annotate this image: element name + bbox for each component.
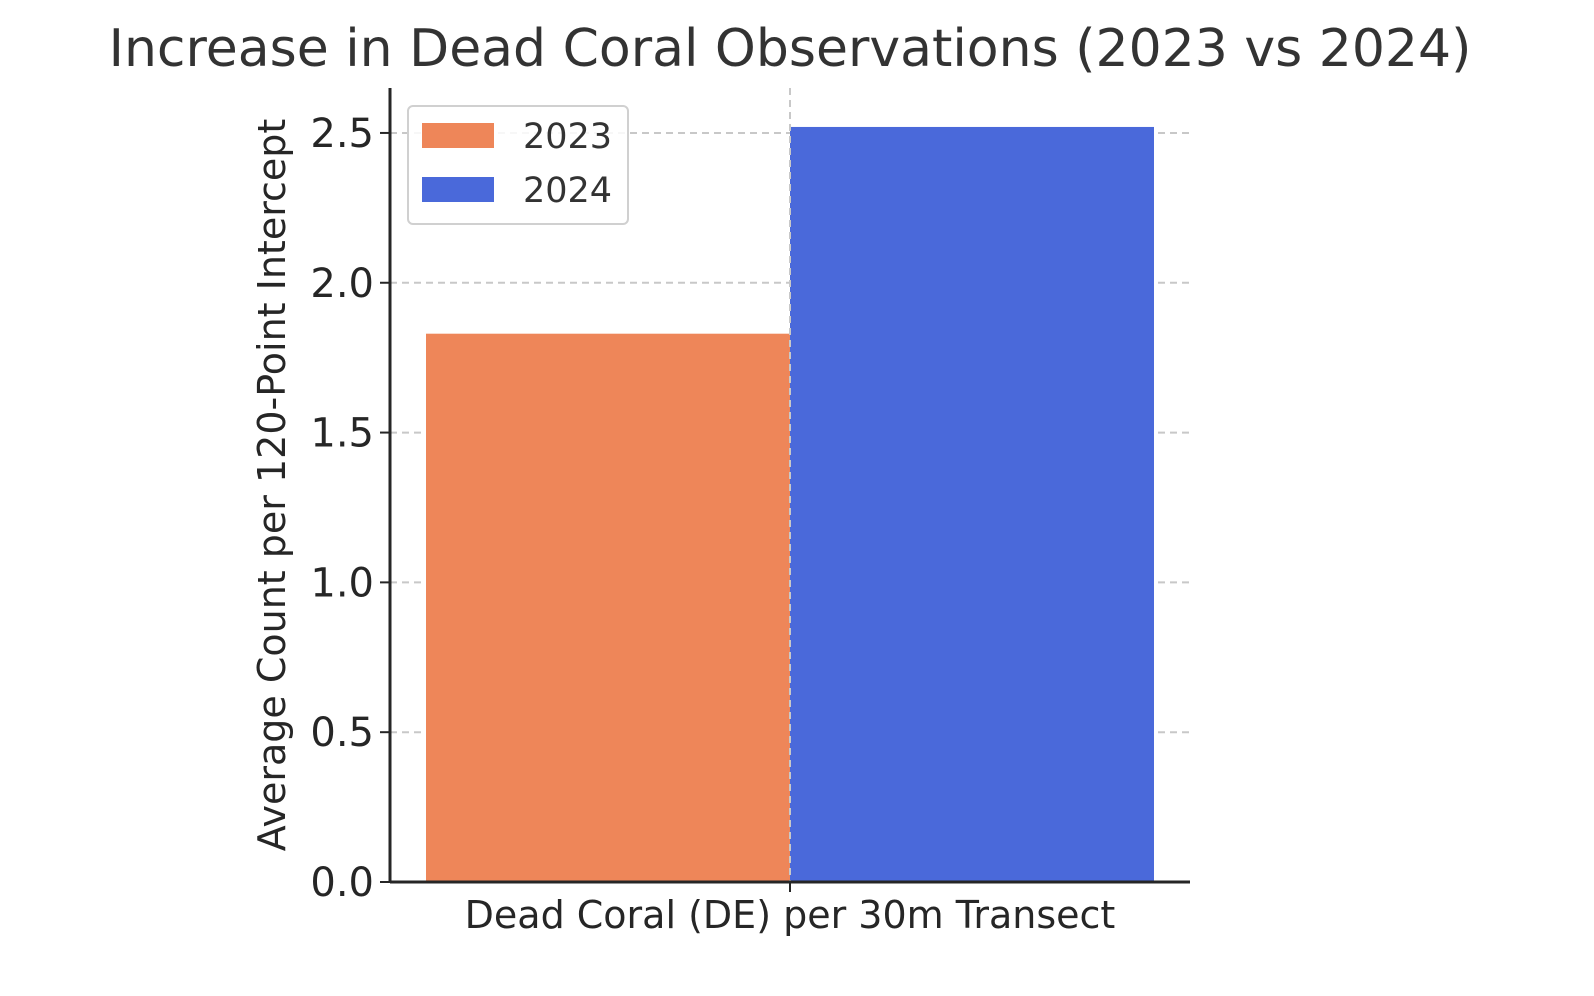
y-tick-label: 2.0 (310, 261, 374, 307)
axes (388, 88, 1190, 892)
legend-swatch-2024 (422, 177, 494, 202)
y-tick-label: 1.0 (310, 560, 374, 606)
y-tick-label: 0.0 (310, 860, 374, 906)
bar-2024 (790, 126, 1154, 883)
y-axis-label: Average Count per 120-Point Intercept (250, 119, 294, 852)
chart-title: Increase in Dead Coral Observations (202… (109, 19, 1472, 79)
legend-label-2023: 2023 (523, 117, 612, 157)
legend-label-2024: 2024 (523, 171, 612, 211)
x-tick-label: Dead Coral (DE) per 30m Transect (465, 893, 1116, 937)
legend: 2023 2024 (407, 105, 629, 225)
legend-swatch-2023 (422, 123, 494, 148)
y-axis-ticks: 0.0 0.5 1.0 1.5 2.0 2.5 (310, 111, 390, 906)
y-tick-label: 2.5 (310, 111, 374, 157)
bars (426, 126, 1154, 883)
y-tick-label: 0.5 (310, 710, 374, 756)
bar-2023 (426, 333, 790, 882)
y-tick-label: 1.5 (310, 411, 374, 457)
